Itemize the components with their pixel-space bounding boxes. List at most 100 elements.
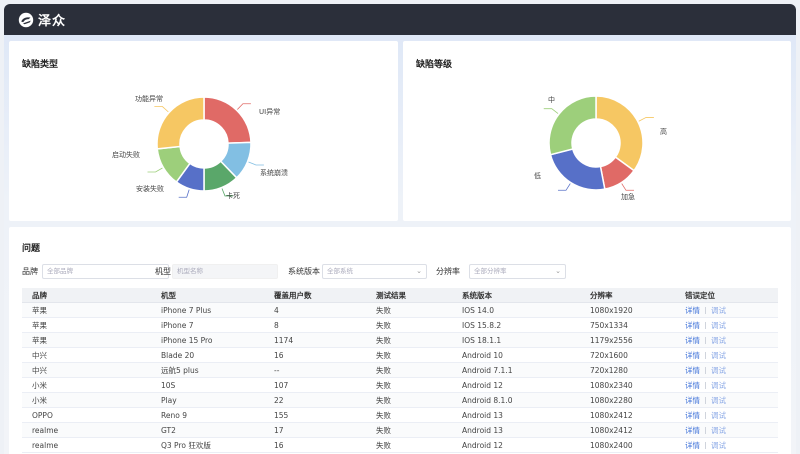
defect-level-slice-0[interactable]	[595, 95, 644, 172]
debug-link[interactable]: 调试	[711, 320, 726, 330]
defect-type-leader-line-3	[178, 189, 190, 198]
label-low: 低	[534, 172, 541, 180]
cell-actions: 详情 调试	[675, 305, 778, 316]
label-medium: 中	[548, 96, 555, 104]
debug-link[interactable]: 调试	[711, 335, 726, 345]
debug-link[interactable]: 调试	[711, 305, 726, 315]
detail-link[interactable]: 详情	[685, 320, 700, 330]
defect-type-card: 缺陷类型 UI异常 系统崩溃 卡死 安装失败 启动失败 功能异常	[9, 41, 398, 221]
cell-result: 失败	[376, 380, 391, 390]
table-row: 小米 Play 22 失败 Android 8.1.0 1080x2280 详情 调试	[22, 393, 778, 408]
defect-level-title: 缺陷等级	[416, 60, 453, 70]
cell-model: Blade 20	[161, 350, 195, 360]
col-resolution[interactable]: 分辨率	[590, 290, 613, 300]
label-urgent: 加急	[621, 193, 635, 201]
top-bar: 泽众	[4, 4, 796, 35]
resolution-select[interactable]: 全部分辨率 ⌄	[469, 264, 566, 279]
debug-link[interactable]: 调试	[711, 365, 726, 375]
cell-resolution: 1080x2400	[590, 440, 633, 450]
app-logo[interactable]: 泽众	[18, 10, 66, 29]
label-ui-error: UI异常	[259, 108, 281, 116]
defect-level-leader-line-3	[543, 108, 559, 114]
os-filter-label: 系统版本	[288, 267, 320, 276]
cell-os: Android 12	[462, 380, 503, 390]
detail-link[interactable]: 详情	[685, 380, 700, 390]
cell-resolution: 1080x2412	[590, 410, 633, 420]
detail-link[interactable]: 详情	[685, 335, 700, 345]
detail-link[interactable]: 详情	[685, 410, 700, 420]
col-users[interactable]: 覆盖用户数	[274, 290, 312, 300]
chevron-down-icon: ⌄	[158, 267, 164, 275]
cell-actions: 详情 调试	[675, 365, 778, 376]
detail-link[interactable]: 详情	[685, 425, 700, 435]
cell-model: 远航5 plus	[161, 365, 199, 375]
defect-level-slice-2[interactable]	[549, 148, 606, 191]
defect-level-donut-chart	[543, 95, 654, 191]
defect-type-title: 缺陷类型	[22, 60, 59, 70]
col-error-location[interactable]: 错误定位	[685, 290, 715, 300]
cell-os: Android 10	[462, 350, 503, 360]
link-separator	[705, 441, 706, 449]
cell-model: iPhone 15 Pro	[161, 335, 213, 345]
cell-users: 155	[274, 410, 289, 420]
model-filter-label: 机型	[155, 267, 171, 276]
brand-select[interactable]: 全部品牌 ⌄	[42, 264, 169, 279]
brand-filter-label: 品牌	[22, 267, 38, 276]
label-launch-fail: 启动失败	[112, 151, 140, 159]
defect-level-slice-3[interactable]	[548, 95, 597, 156]
cell-result: 失败	[376, 410, 391, 420]
app-title: 泽众	[38, 14, 67, 29]
detail-link[interactable]: 详情	[685, 350, 700, 360]
cell-users: 8	[274, 320, 279, 330]
col-model[interactable]: 机型	[161, 290, 176, 300]
detail-link[interactable]: 详情	[685, 395, 700, 405]
link-separator	[705, 426, 706, 434]
chevron-down-icon: ⌄	[416, 267, 422, 275]
table-row: realme Q3 Pro 狂欢版 16 失败 Android 12 1080x2400 详…	[22, 438, 778, 453]
cell-resolution: 720x1600	[590, 350, 628, 360]
cell-model: Reno 9	[161, 410, 187, 420]
cell-brand: 苹果	[32, 320, 47, 330]
cell-os: Android 8.1.0	[462, 395, 513, 405]
cell-os: Android 13	[462, 425, 503, 435]
defect-type-leader-line-4	[147, 167, 163, 173]
os-select-value: 全部系统	[327, 267, 353, 275]
debug-link[interactable]: 调试	[711, 380, 726, 390]
col-brand[interactable]: 品牌	[32, 290, 47, 300]
detail-link[interactable]: 详情	[685, 305, 700, 315]
defect-level-leader-line-2	[557, 183, 571, 191]
cell-actions: 详情 调试	[675, 380, 778, 391]
cell-users: 107	[274, 380, 289, 390]
cell-result: 失败	[376, 440, 391, 450]
table-row: OPPO Reno 9 155 失败 Android 13 1080x2412 详情 调试	[22, 408, 778, 423]
label-high: 高	[660, 128, 667, 136]
debug-link[interactable]: 调试	[711, 350, 726, 360]
cell-os: Android 7.1.1	[462, 365, 513, 375]
model-input[interactable]: 机型名称	[172, 264, 278, 279]
cell-os: IOS 15.8.2	[462, 320, 502, 330]
debug-link[interactable]: 调试	[711, 425, 726, 435]
cell-users: 22	[274, 395, 284, 405]
debug-link[interactable]: 调试	[711, 440, 726, 450]
resolution-filter-label: 分辨率	[436, 267, 460, 276]
cell-users: 4	[274, 305, 279, 315]
defect-type-leader-line-2	[221, 188, 233, 197]
cell-users: --	[274, 365, 280, 375]
issues-title: 问题	[22, 244, 41, 254]
debug-link[interactable]: 调试	[711, 395, 726, 405]
detail-link[interactable]: 详情	[685, 440, 700, 450]
debug-link[interactable]: 调试	[711, 410, 726, 420]
cell-os: Android 12	[462, 440, 503, 450]
cell-model: 10S	[161, 380, 176, 390]
link-separator	[705, 381, 706, 389]
cell-resolution: 1080x2412	[590, 425, 633, 435]
cell-users: 17	[274, 425, 284, 435]
cell-resolution: 750x1334	[590, 320, 628, 330]
os-select[interactable]: 全部系统 ⌄	[322, 264, 427, 279]
detail-link[interactable]: 详情	[685, 365, 700, 375]
col-result[interactable]: 测试结果	[376, 290, 406, 300]
cell-actions: 详情 调试	[675, 395, 778, 406]
defect-type-slice-5[interactable]	[156, 96, 205, 150]
defect-level-card: 缺陷等级 高 加急 低 中	[403, 41, 791, 221]
col-os[interactable]: 系统版本	[462, 290, 492, 300]
